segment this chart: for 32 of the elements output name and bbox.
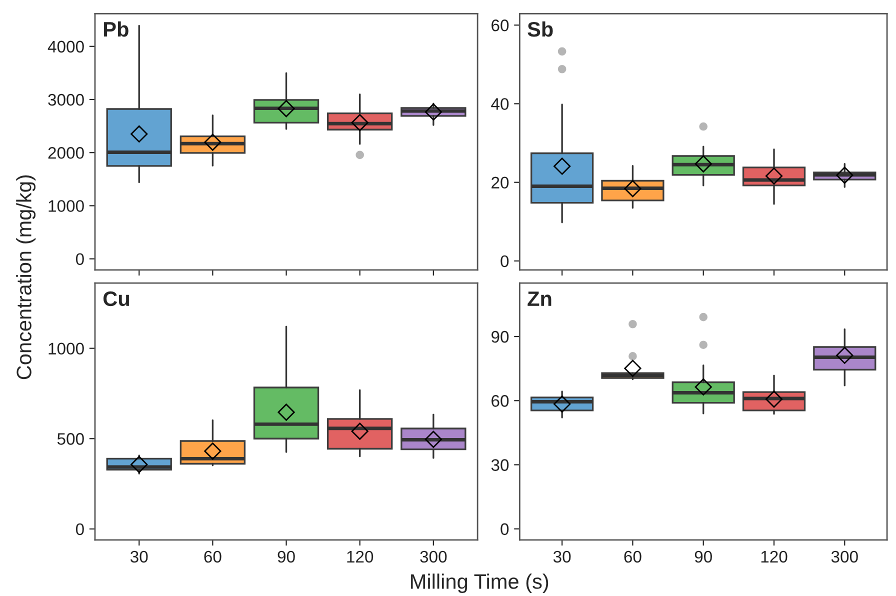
- x-tick-label: 60: [624, 550, 642, 563]
- y-tick-label: 90: [492, 330, 509, 343]
- chart-title: Zn: [528, 292, 552, 306]
- y-tick-label: 1000: [48, 200, 84, 212]
- y-tick-label: 0: [500, 523, 509, 536]
- y-tick-label: 20: [492, 176, 509, 189]
- y-tick-label: 3000: [48, 94, 84, 106]
- x-tick-label: 30: [130, 550, 148, 563]
- x-tick-label: 30: [553, 550, 571, 563]
- y-tick-label: 2000: [48, 147, 84, 159]
- x-tick-label: 300: [831, 550, 858, 563]
- y-tick-label: 4000: [48, 40, 84, 53]
- x-tick-label: 300: [420, 550, 447, 563]
- x-tick-label: 120: [761, 550, 788, 563]
- chart-title: Pb: [104, 21, 128, 37]
- y-tick-label: 60: [492, 395, 509, 407]
- x-tick-label: 90: [278, 550, 295, 563]
- y-tick-label: 30: [491, 459, 509, 471]
- y-tick-label: 0: [76, 253, 84, 266]
- y-tick-label: 0: [76, 523, 84, 536]
- y-tick-label: 40: [491, 98, 509, 110]
- chart-title: Cu: [103, 291, 130, 306]
- x-tick-label: 60: [204, 550, 222, 563]
- chart-title: Sb: [528, 21, 553, 37]
- x-axis-title: Milling Time (s): [411, 574, 548, 594]
- y-axis-title: Concentration (mg/kg): [16, 175, 36, 380]
- y-tick-label: 500: [57, 433, 84, 445]
- y-tick-label: 0: [500, 255, 509, 268]
- x-tick-label: 90: [694, 550, 712, 563]
- y-tick-label: 1000: [48, 342, 84, 355]
- x-tick-label: 120: [347, 550, 374, 563]
- y-tick-label: 60: [492, 20, 509, 32]
